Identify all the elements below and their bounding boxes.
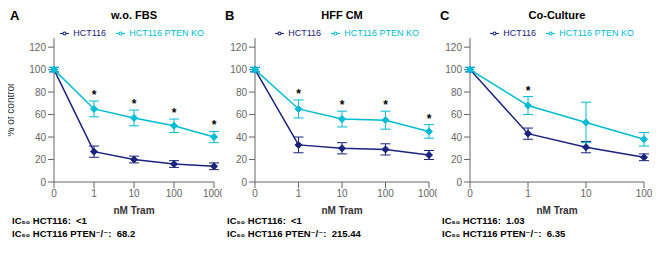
html-text:C: C — [440, 8, 450, 23]
html-text:Co-Culture: Co-Culture — [528, 9, 586, 21]
html-text:A: A — [10, 8, 20, 23]
svg-text:20: 20 — [451, 154, 463, 165]
svg-text:*: * — [526, 84, 531, 98]
html-text:IC₅₀ HCT116 PTEN⁻/⁻: 6.35: IC₅₀ HCT116 PTEN⁻/⁻: 6.35 — [442, 228, 566, 239]
svg-text:120: 120 — [29, 42, 46, 53]
html-text:HFF CM: HFF CM — [321, 9, 363, 21]
svg-text:0: 0 — [252, 188, 258, 199]
svg-text:*: * — [340, 98, 345, 112]
svg-text:20: 20 — [35, 154, 47, 165]
svg-text:40: 40 — [236, 132, 248, 143]
svg-text:*: * — [92, 88, 97, 102]
svg-text:*: * — [296, 87, 301, 101]
svg-text:40: 40 — [451, 132, 463, 143]
svg-text:*: * — [383, 98, 388, 112]
html-text:IC₅₀ HCT116 PTEN⁻/⁻: 215.44: IC₅₀ HCT116 PTEN⁻/⁻: 215.44 — [227, 228, 361, 239]
html-text:HCT116: HCT116 — [503, 28, 537, 38]
html-text:IC₅₀ HCT116: <1: IC₅₀ HCT116: <1 — [227, 215, 302, 226]
svg-text:40: 40 — [35, 132, 47, 143]
svg-text:60: 60 — [35, 109, 47, 120]
svg-text:10: 10 — [128, 188, 140, 199]
svg-text:1000: 1000 — [203, 188, 222, 199]
svg-text:120: 120 — [445, 42, 462, 53]
svg-text:100: 100 — [636, 188, 652, 199]
svg-text:0: 0 — [241, 177, 247, 188]
svg-text:*: * — [212, 118, 217, 132]
svg-text:100: 100 — [230, 64, 247, 75]
svg-text:% of control: % of control — [8, 84, 16, 137]
html-text:HCT116 PTEN KO: HCT116 PTEN KO — [559, 28, 634, 38]
html-text:HCT116 PTEN KO: HCT116 PTEN KO — [344, 28, 419, 38]
svg-text:100: 100 — [166, 188, 183, 199]
svg-text:0: 0 — [456, 177, 462, 188]
svg-text:nM Tram: nM Tram — [113, 205, 154, 214]
svg-text:*: * — [427, 112, 432, 126]
html-text:HCT116: HCT116 — [73, 28, 107, 38]
html-text:IC₅₀ HCT116: 1.03: IC₅₀ HCT116: 1.03 — [442, 215, 525, 226]
svg-text:0: 0 — [467, 188, 473, 199]
svg-text:0: 0 — [40, 177, 46, 188]
html-text:IC₅₀ HCT116 PTEN⁻/⁻: 68.2: IC₅₀ HCT116 PTEN⁻/⁻: 68.2 — [12, 228, 136, 239]
svg-text:nM Tram: nM Tram — [321, 205, 362, 214]
svg-text:*: * — [132, 97, 137, 111]
svg-text:60: 60 — [236, 109, 248, 120]
svg-text:80: 80 — [35, 87, 47, 98]
html-text:HCT116: HCT116 — [288, 28, 322, 38]
svg-text:10: 10 — [336, 188, 348, 199]
svg-text:20: 20 — [236, 154, 248, 165]
svg-text:0: 0 — [51, 188, 57, 199]
html-text:HCT116 PTEN KO: HCT116 PTEN KO — [129, 28, 204, 38]
html-text:w.o. FBS: w.o. FBS — [111, 9, 157, 21]
svg-text:1: 1 — [525, 188, 531, 199]
html-text:IC₅₀ HCT116: <1: IC₅₀ HCT116: <1 — [12, 215, 87, 226]
svg-text:80: 80 — [451, 87, 463, 98]
svg-text:nM Tram: nM Tram — [536, 205, 577, 214]
svg-text:60: 60 — [451, 109, 463, 120]
svg-text:10: 10 — [580, 188, 592, 199]
svg-text:1000: 1000 — [418, 188, 437, 199]
svg-text:120: 120 — [230, 42, 247, 53]
html-text:B: B — [225, 8, 235, 23]
svg-text:1: 1 — [91, 188, 97, 199]
svg-text:100: 100 — [445, 64, 462, 75]
svg-text:*: * — [172, 106, 177, 120]
svg-text:80: 80 — [236, 87, 248, 98]
svg-text:100: 100 — [377, 188, 394, 199]
svg-text:1: 1 — [296, 188, 302, 199]
svg-text:100: 100 — [29, 64, 46, 75]
